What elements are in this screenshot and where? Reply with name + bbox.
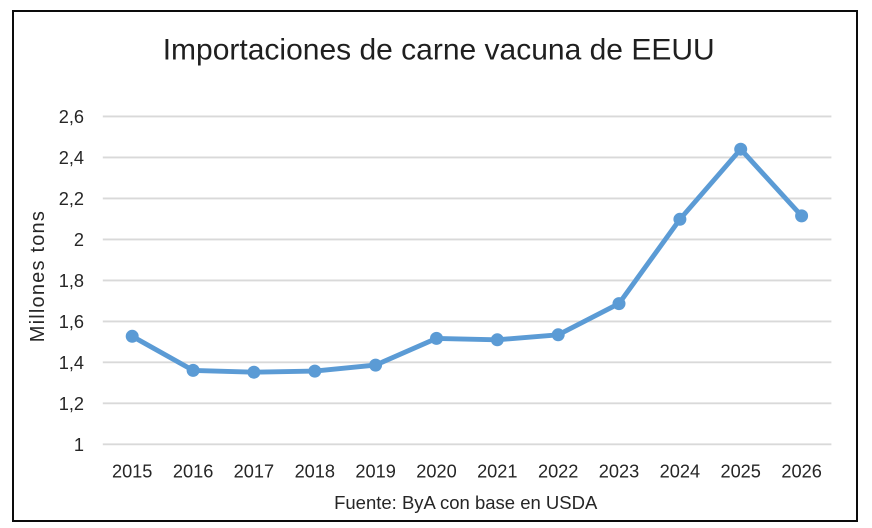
svg-text:1,8: 1,8 [59, 271, 84, 291]
svg-text:1,4: 1,4 [59, 353, 84, 373]
svg-text:2023: 2023 [599, 462, 639, 482]
svg-text:2025: 2025 [720, 462, 760, 482]
svg-text:Millones tons: Millones tons [27, 210, 49, 342]
svg-text:2017: 2017 [234, 462, 274, 482]
svg-text:2026: 2026 [781, 462, 821, 482]
svg-text:2,6: 2,6 [59, 107, 84, 127]
svg-text:2: 2 [74, 230, 84, 250]
svg-text:2015: 2015 [112, 462, 152, 482]
svg-text:2021: 2021 [477, 462, 517, 482]
svg-text:2018: 2018 [295, 462, 335, 482]
svg-text:1,2: 1,2 [59, 394, 84, 414]
svg-text:2022: 2022 [538, 462, 578, 482]
svg-text:2024: 2024 [660, 462, 700, 482]
svg-text:Importaciones de carne vacuna: Importaciones de carne vacuna de EEUU [163, 34, 715, 67]
svg-text:2,4: 2,4 [59, 148, 84, 168]
svg-text:1,6: 1,6 [59, 312, 84, 332]
svg-text:2016: 2016 [173, 462, 213, 482]
svg-text:1: 1 [74, 435, 84, 455]
svg-text:2,2: 2,2 [59, 189, 84, 209]
svg-text:Fuente: ByA con base en USDA: Fuente: ByA con base en USDA [334, 492, 598, 513]
svg-text:2019: 2019 [355, 462, 395, 482]
svg-text:2020: 2020 [416, 462, 456, 482]
